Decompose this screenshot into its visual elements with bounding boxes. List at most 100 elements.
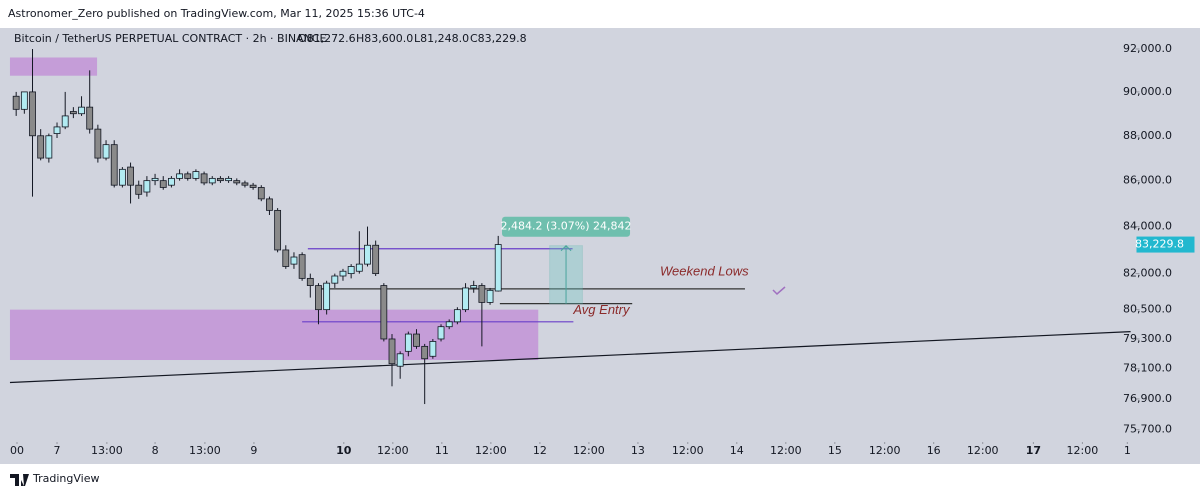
candle-body — [13, 96, 19, 109]
candle-body — [242, 183, 248, 185]
ohlc-high: H83,600.0 — [356, 32, 413, 45]
candle — [299, 252, 305, 280]
x-tick-label: 12:00 — [475, 444, 507, 457]
candle — [430, 339, 436, 359]
candle — [201, 172, 207, 186]
candle — [381, 283, 387, 341]
y-tick-label: 78,100.0 — [1123, 362, 1172, 375]
candle-body — [21, 92, 27, 109]
candle-body — [185, 174, 191, 179]
candle-body — [193, 172, 199, 179]
candle-body — [70, 112, 76, 114]
candle — [373, 241, 379, 276]
candle-body — [471, 286, 477, 288]
last-price-label: 83,229.8 — [1135, 238, 1184, 251]
candle-body — [315, 286, 321, 310]
annotation: Weekend Lows — [660, 263, 749, 278]
chart-bg — [0, 28, 1200, 464]
candle-body — [275, 210, 281, 250]
candle-body — [217, 178, 223, 180]
candle-body — [324, 283, 330, 309]
x-tick-label: 17 — [1026, 444, 1041, 457]
candle-body — [144, 181, 150, 192]
candle-body — [177, 174, 183, 179]
measure-label: 2,484.2 (3.07%) 24,842 — [501, 220, 632, 233]
candle-body — [446, 322, 452, 327]
candle-body — [438, 327, 444, 339]
y-tick-label: 75,700.0 — [1123, 423, 1172, 436]
candle-body — [79, 107, 85, 114]
candle-body — [364, 245, 370, 264]
footer-bar — [0, 464, 1200, 494]
candle-body — [128, 167, 134, 185]
candle-body — [234, 181, 240, 183]
candle-body — [46, 136, 52, 158]
candle-body — [389, 339, 395, 364]
candle-body — [201, 174, 207, 183]
candle — [438, 324, 444, 341]
candle-body — [397, 354, 403, 366]
candle — [258, 185, 264, 201]
candle-body — [38, 136, 44, 158]
y-tick-label: 80,500.0 — [1123, 303, 1172, 316]
x-tick-label: 12:00 — [672, 444, 704, 457]
candle-body — [250, 185, 256, 187]
candle-body — [266, 199, 272, 210]
x-tick-label: 12 — [533, 444, 547, 457]
candle-body — [152, 178, 158, 180]
y-tick-label: 92,000.0 — [1123, 42, 1172, 55]
candle — [119, 167, 125, 187]
candle-body — [160, 181, 166, 188]
candle-body — [136, 185, 142, 194]
candle — [324, 281, 330, 315]
x-tick-label: 11 — [435, 444, 449, 457]
candle-body — [258, 187, 264, 198]
candle-body — [332, 276, 338, 283]
ohlc-close: C83,229.8 — [470, 32, 527, 45]
x-tick-label: 12:00 — [869, 444, 901, 457]
y-tick-label: 79,300.0 — [1123, 332, 1172, 345]
x-tick-label: 15 — [828, 444, 842, 457]
x-tick-label: 13 — [631, 444, 645, 457]
candle-body — [422, 346, 428, 358]
candle — [275, 208, 281, 252]
candle — [111, 140, 117, 187]
candle-body — [87, 107, 93, 129]
candle-body — [30, 92, 36, 136]
candle-body — [307, 278, 313, 285]
candle-body — [54, 127, 60, 134]
candle-body — [356, 264, 362, 271]
x-tick-label: 8 — [152, 444, 159, 457]
zone — [10, 58, 97, 76]
x-tick-label: 12:00 — [770, 444, 802, 457]
x-tick-label: 16 — [927, 444, 941, 457]
annotation: Avg Entry — [572, 302, 631, 317]
candle-body — [299, 255, 305, 279]
publish-line: Astronomer_Zero published on TradingView… — [8, 7, 425, 20]
candle-body — [430, 341, 436, 356]
candle-body — [495, 245, 501, 291]
x-tick-label: 1 — [1124, 444, 1131, 457]
x-tick-label: 12:00 — [573, 444, 605, 457]
candle-body — [283, 250, 289, 267]
candle-body — [62, 116, 68, 127]
candle-body — [168, 178, 174, 185]
symbol-title: Bitcoin / TetherUS PERPETUAL CONTRACT · … — [14, 32, 326, 45]
candle-body — [381, 286, 387, 339]
candle-body — [479, 286, 485, 303]
ohlc-open: O81,272.6 — [298, 32, 356, 45]
candle-body — [340, 271, 346, 276]
ohlc-low: L81,248.0 — [414, 32, 469, 45]
candle — [454, 307, 460, 324]
x-tick-label: 10 — [336, 444, 352, 457]
footer-brand: TradingView — [32, 472, 99, 485]
candle-body — [405, 334, 411, 351]
x-tick-label: 14 — [730, 444, 744, 457]
y-tick-label: 82,000.0 — [1123, 267, 1172, 280]
x-tick-label: 12:00 — [967, 444, 999, 457]
candle-body — [209, 178, 215, 183]
candle-body — [103, 145, 109, 158]
candle-body — [348, 266, 354, 273]
y-tick-label: 90,000.0 — [1123, 85, 1172, 98]
